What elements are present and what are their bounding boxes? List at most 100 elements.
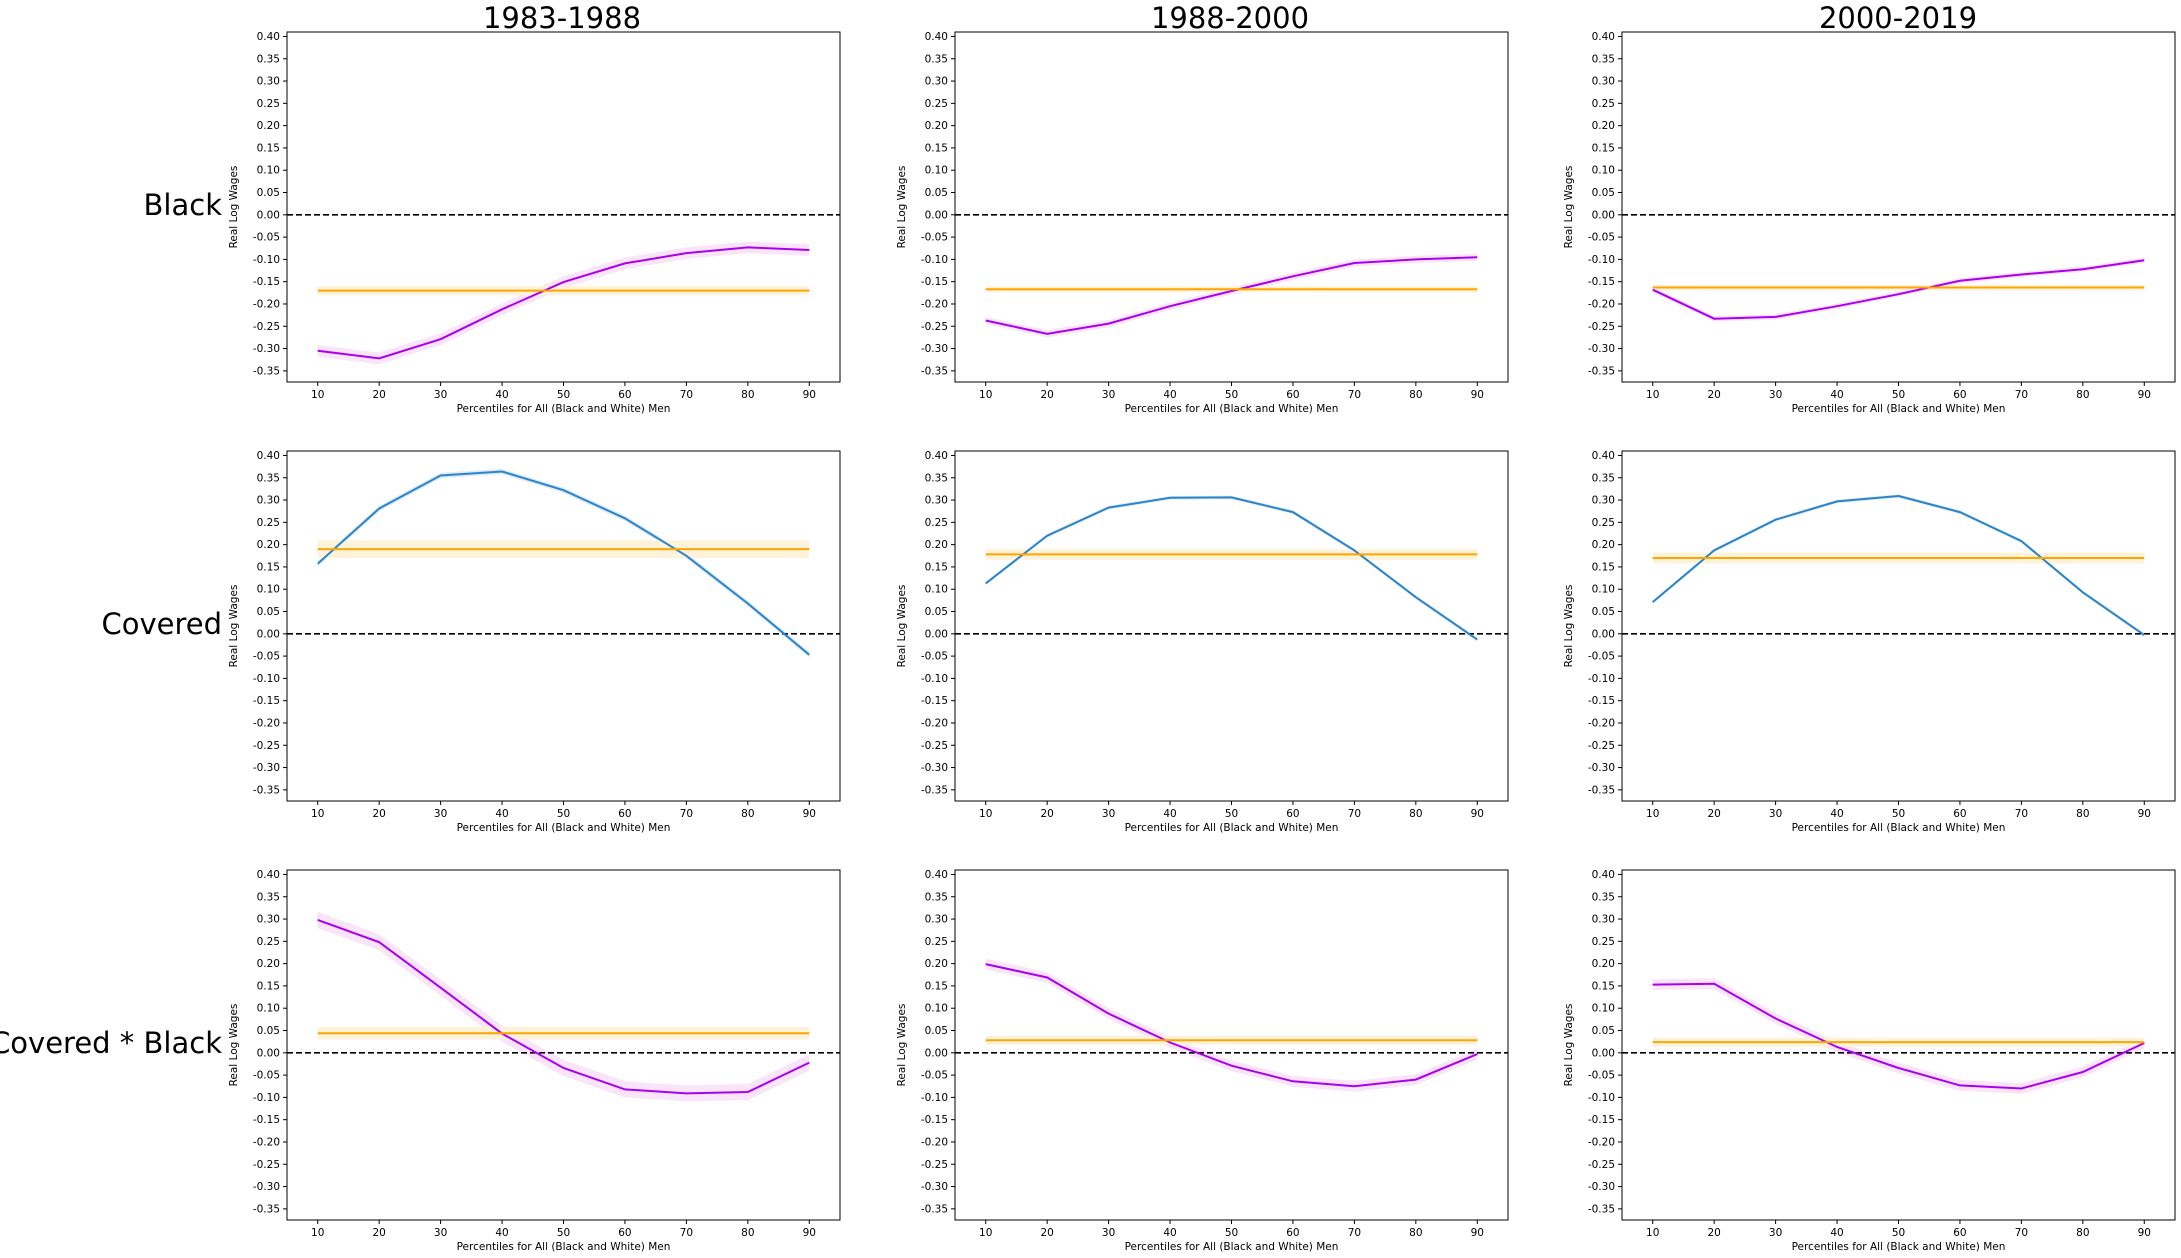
estimate-line	[1652, 259, 2145, 320]
y-tick-label: -0.10	[1588, 673, 1615, 685]
y-tick-label: 0.00	[257, 1047, 280, 1059]
y-tick-label: 0.40	[925, 450, 948, 462]
y-tick-label: 0.25	[925, 517, 948, 529]
x-tick-label: 60	[618, 808, 631, 820]
x-tick-label: 80	[1409, 389, 1422, 401]
x-tick-label: 30	[1769, 1227, 1782, 1239]
y-tick-label: -0.15	[253, 695, 280, 707]
x-tick-label: 10	[311, 389, 324, 401]
y-axis-label: Real Log Wages	[896, 166, 908, 249]
x-tick-label: 20	[1040, 808, 1053, 820]
y-tick-label: -0.25	[253, 321, 280, 333]
y-tick-label: -0.05	[1588, 651, 1615, 663]
x-axis-label: Percentiles for All (Black and White) Me…	[1125, 822, 1339, 834]
y-tick-label: 0.25	[925, 98, 948, 110]
y-tick-label: 0.10	[1592, 584, 1615, 596]
y-tick-label: -0.15	[921, 276, 948, 288]
x-tick-label: 80	[2076, 389, 2089, 401]
x-tick-label: 30	[1769, 808, 1782, 820]
y-tick-label: -0.25	[1588, 740, 1615, 752]
y-tick-label: -0.05	[921, 651, 948, 663]
chart-panel: -0.35 -0.30 -0.25 -0.20 -0.15 -0.10 -0.05 0.00 0…	[896, 31, 1509, 415]
y-tick-label: 0.30	[1592, 76, 1615, 88]
estimate-line	[317, 246, 810, 360]
y-tick-label: 0.20	[925, 958, 948, 970]
y-tick-label: 0.40	[925, 31, 948, 43]
x-tick-label: 50	[1225, 389, 1238, 401]
y-tick-label: -0.20	[921, 717, 948, 729]
x-tick-label: 90	[1471, 389, 1484, 401]
y-tick-label: 0.20	[257, 539, 280, 551]
y-tick-label: 0.20	[1592, 539, 1615, 551]
y-tick-label: -0.15	[253, 276, 280, 288]
y-tick-label: -0.35	[1588, 365, 1615, 377]
x-tick-label: 80	[1409, 1227, 1422, 1239]
y-tick-label: -0.10	[253, 673, 280, 685]
x-tick-label: 70	[1348, 1227, 1361, 1239]
estimate-confidence-band	[317, 468, 810, 658]
column-title: 1988-2000	[1151, 1, 1309, 35]
y-tick-label: -0.05	[253, 651, 280, 663]
x-tick-label: 70	[1348, 808, 1361, 820]
x-tick-label: 80	[2076, 1227, 2089, 1239]
row-label: Black	[144, 188, 223, 222]
y-tick-label: -0.05	[921, 232, 948, 244]
y-tick-label: -0.10	[1588, 1092, 1615, 1104]
x-tick-label: 90	[1471, 1227, 1484, 1239]
y-tick-label: 0.10	[925, 1003, 948, 1015]
y-tick-label: 0.20	[925, 539, 948, 551]
y-tick-label: 0.05	[1592, 187, 1615, 199]
y-tick-label: 0.35	[925, 53, 948, 65]
x-tick-label: 90	[2138, 808, 2151, 820]
y-tick-label: 0.30	[925, 76, 948, 88]
panels: -0.35 -0.30 -0.25 -0.20 -0.15 -0.10 -0.05 0.00 0…	[228, 31, 2176, 1253]
y-tick-label: -0.05	[1588, 1070, 1615, 1082]
y-tick-label: 0.00	[925, 209, 948, 221]
y-tick-label: 0.20	[1592, 120, 1615, 132]
y-tick-label: -0.30	[921, 343, 948, 355]
y-tick-label: 0.40	[257, 450, 280, 462]
x-tick-label: 10	[979, 808, 992, 820]
y-tick-label: -0.10	[253, 1092, 280, 1104]
y-tick-label: -0.15	[1588, 1114, 1615, 1126]
y-tick-label: 0.35	[1592, 891, 1615, 903]
y-tick-label: 0.15	[925, 142, 948, 154]
y-tick-label: 0.15	[1592, 142, 1615, 154]
y-tick-label: 0.00	[925, 1047, 948, 1059]
column-title: 1983-1988	[483, 1, 641, 35]
y-tick-label: 0.20	[1592, 958, 1615, 970]
y-axis-label: Real Log Wages	[896, 1004, 908, 1087]
plot-frame	[286, 869, 841, 1221]
y-tick-label: 0.35	[1592, 472, 1615, 484]
y-tick-label: 0.40	[925, 869, 948, 881]
y-tick-label: -0.25	[1588, 321, 1615, 333]
x-tick-label: 80	[2076, 808, 2089, 820]
y-tick-label: 0.30	[925, 914, 948, 926]
x-tick-label: 20	[372, 808, 385, 820]
y-tick-label: 0.15	[925, 561, 948, 573]
y-axis-label: Real Log Wages	[228, 166, 240, 249]
estimate-line	[1652, 982, 2145, 1090]
y-axis-label: Real Log Wages	[1563, 585, 1575, 668]
plot-frame	[954, 450, 1509, 802]
y-axis-label: Real Log Wages	[1563, 166, 1575, 249]
x-tick-label: 50	[557, 389, 570, 401]
x-tick-label: 60	[1953, 1227, 1966, 1239]
estimate-confidence-band	[1652, 494, 2145, 637]
y-tick-label: -0.05	[921, 1070, 948, 1082]
y-tick-label: -0.35	[921, 365, 948, 377]
x-tick-label: 70	[680, 808, 693, 820]
y-tick-label: -0.20	[921, 298, 948, 310]
y-tick-label: 0.00	[1592, 209, 1615, 221]
y-axis-label: Real Log Wages	[228, 1004, 240, 1087]
y-tick-label: 0.05	[1592, 1025, 1615, 1037]
y-tick-label: -0.15	[1588, 276, 1615, 288]
y-tick-label: 0.35	[1592, 53, 1615, 65]
x-tick-label: 50	[1225, 1227, 1238, 1239]
x-axis-label: Percentiles for All (Black and White) Me…	[1792, 822, 2006, 834]
x-tick-label: 40	[1163, 389, 1176, 401]
x-tick-label: 40	[495, 808, 508, 820]
y-tick-label: 0.15	[925, 980, 948, 992]
y-tick-label: -0.15	[253, 1114, 280, 1126]
